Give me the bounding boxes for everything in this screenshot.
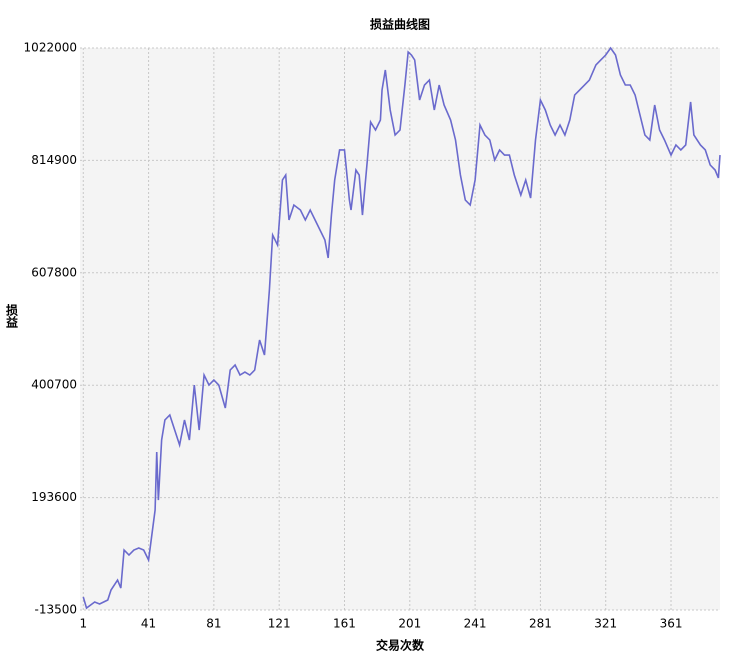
x-tick-label: 161 xyxy=(333,617,356,631)
x-tick-label: 321 xyxy=(594,617,617,631)
y-tick-label: 1022000 xyxy=(24,41,77,55)
y-tick-label: 400700 xyxy=(31,378,77,392)
plot-area xyxy=(80,48,720,610)
y-tick-label: 607800 xyxy=(31,265,77,279)
y-tick-label: 193600 xyxy=(31,490,77,504)
x-tick-label: 361 xyxy=(660,617,683,631)
x-tick-label: 81 xyxy=(206,617,221,631)
x-tick-label: 121 xyxy=(268,617,291,631)
x-tick-label: 241 xyxy=(464,617,487,631)
y-axis-label: 损益 xyxy=(5,303,19,329)
x-tick-label: 41 xyxy=(141,617,156,631)
line-series xyxy=(82,46,721,610)
x-tick-label: 281 xyxy=(529,617,552,631)
x-tick-label: 201 xyxy=(398,617,421,631)
x-tick-label: 1 xyxy=(79,617,87,631)
y-tick-label: -13500 xyxy=(34,603,77,617)
y-tick-label: 814900 xyxy=(31,153,77,167)
chart-title: 损益曲线图 xyxy=(370,17,430,32)
x-axis-label: 交易次数 xyxy=(376,638,425,653)
